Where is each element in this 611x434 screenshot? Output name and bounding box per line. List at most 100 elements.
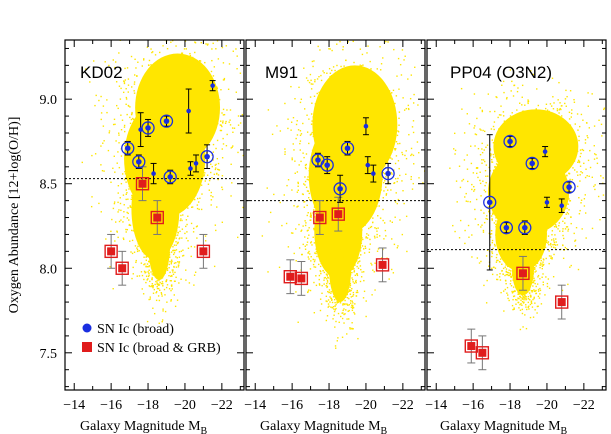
sdss-point	[159, 202, 162, 204]
sdss-point	[168, 186, 170, 189]
sdss-point	[328, 212, 331, 215]
sdss-point	[331, 49, 333, 52]
sdss-point	[173, 244, 176, 246]
sdss-point	[339, 281, 341, 283]
sdss-point	[327, 176, 329, 179]
sdss-point	[147, 102, 150, 104]
sdss-point	[154, 153, 156, 155]
sdss-point	[176, 174, 178, 176]
sdss-point	[125, 98, 128, 100]
sdss-point	[90, 205, 93, 208]
sdss-point	[359, 265, 362, 267]
sdss-point	[335, 276, 337, 278]
sdss-point	[113, 118, 116, 121]
sdss-point	[157, 212, 160, 215]
sdss-point	[191, 86, 194, 88]
sdss-point	[223, 113, 226, 116]
sdss-point	[110, 230, 112, 233]
sdss-point	[214, 168, 217, 171]
sdss-point	[316, 242, 319, 244]
sdss-point	[169, 150, 172, 153]
sdss-point	[296, 120, 298, 122]
sdss-point	[186, 231, 188, 233]
sdss-point	[395, 192, 397, 194]
sdss-point	[364, 112, 367, 114]
sdss-point	[156, 168, 158, 171]
sdss-point	[147, 205, 149, 208]
sdss-point	[342, 296, 344, 298]
sdss-point	[281, 224, 283, 227]
sdss-point	[400, 74, 403, 76]
sdss-point	[161, 275, 163, 277]
sdss-point	[167, 236, 169, 239]
sdss-point	[129, 159, 131, 162]
sdss-point	[316, 171, 318, 173]
sdss-point	[133, 142, 135, 145]
sdss-point	[127, 84, 130, 86]
sdss-point	[241, 113, 244, 116]
sdss-point	[341, 262, 343, 264]
sdss-point	[321, 244, 323, 246]
sdss-point	[353, 243, 356, 245]
sdss-point	[379, 126, 381, 129]
sdss-point	[317, 228, 320, 231]
sdss-point	[362, 225, 365, 228]
sdss-point	[153, 230, 156, 233]
sdss-point	[237, 151, 239, 154]
sdss-point	[347, 225, 349, 227]
sdss-point	[117, 185, 120, 187]
sdss-point	[147, 275, 150, 278]
sdss-point	[158, 261, 161, 264]
sdss-point	[172, 269, 174, 271]
sdss-point	[342, 99, 344, 101]
sdss-point	[131, 139, 134, 141]
sdss-point	[146, 233, 148, 235]
sdss-point	[126, 191, 128, 194]
sdss-point	[361, 53, 364, 56]
sdss-point	[326, 210, 329, 213]
sdss-point	[336, 301, 338, 303]
sdss-point	[147, 34, 148, 35]
sdss-point	[196, 237, 198, 239]
sdss-point	[143, 263, 145, 266]
sdss-point	[345, 293, 347, 295]
sdss-point	[362, 77, 364, 80]
sdss-point	[207, 71, 209, 74]
sdss-point	[311, 60, 314, 63]
sdss-point	[152, 254, 154, 256]
sdss-point	[166, 284, 169, 286]
sdss-point	[160, 282, 163, 285]
sdss-point	[317, 173, 320, 175]
sdss-point	[147, 253, 149, 256]
sdss-point	[179, 109, 182, 111]
sdss-point	[330, 74, 333, 77]
sdss-point	[333, 262, 336, 264]
sdss-point	[133, 81, 136, 83]
sdss-point	[98, 202, 100, 205]
sdss-point	[410, 147, 413, 150]
sdss-point	[159, 175, 162, 177]
sdss-point	[350, 176, 353, 179]
sdss-point	[144, 211, 147, 213]
sdss-point	[314, 79, 316, 81]
sdss-point	[422, 182, 424, 184]
sdss-point	[119, 197, 121, 199]
sdss-point	[337, 287, 340, 289]
sdss-point	[353, 184, 355, 187]
sdss-point	[217, 122, 219, 125]
sdss-point	[278, 266, 281, 269]
sdss-point	[221, 186, 223, 188]
sdss-point	[355, 225, 358, 228]
sdss-point	[338, 117, 340, 120]
sdss-point	[134, 227, 136, 229]
grb-point	[153, 213, 162, 222]
sdss-point	[137, 235, 140, 238]
sdss-point	[168, 240, 170, 243]
sdss-point	[146, 203, 149, 205]
sdss-point	[352, 222, 355, 224]
sdss-point	[349, 327, 351, 329]
sdss-point	[334, 179, 337, 182]
sdss-point	[286, 184, 288, 187]
sdss-point	[205, 43, 207, 45]
sdss-point	[146, 151, 149, 153]
